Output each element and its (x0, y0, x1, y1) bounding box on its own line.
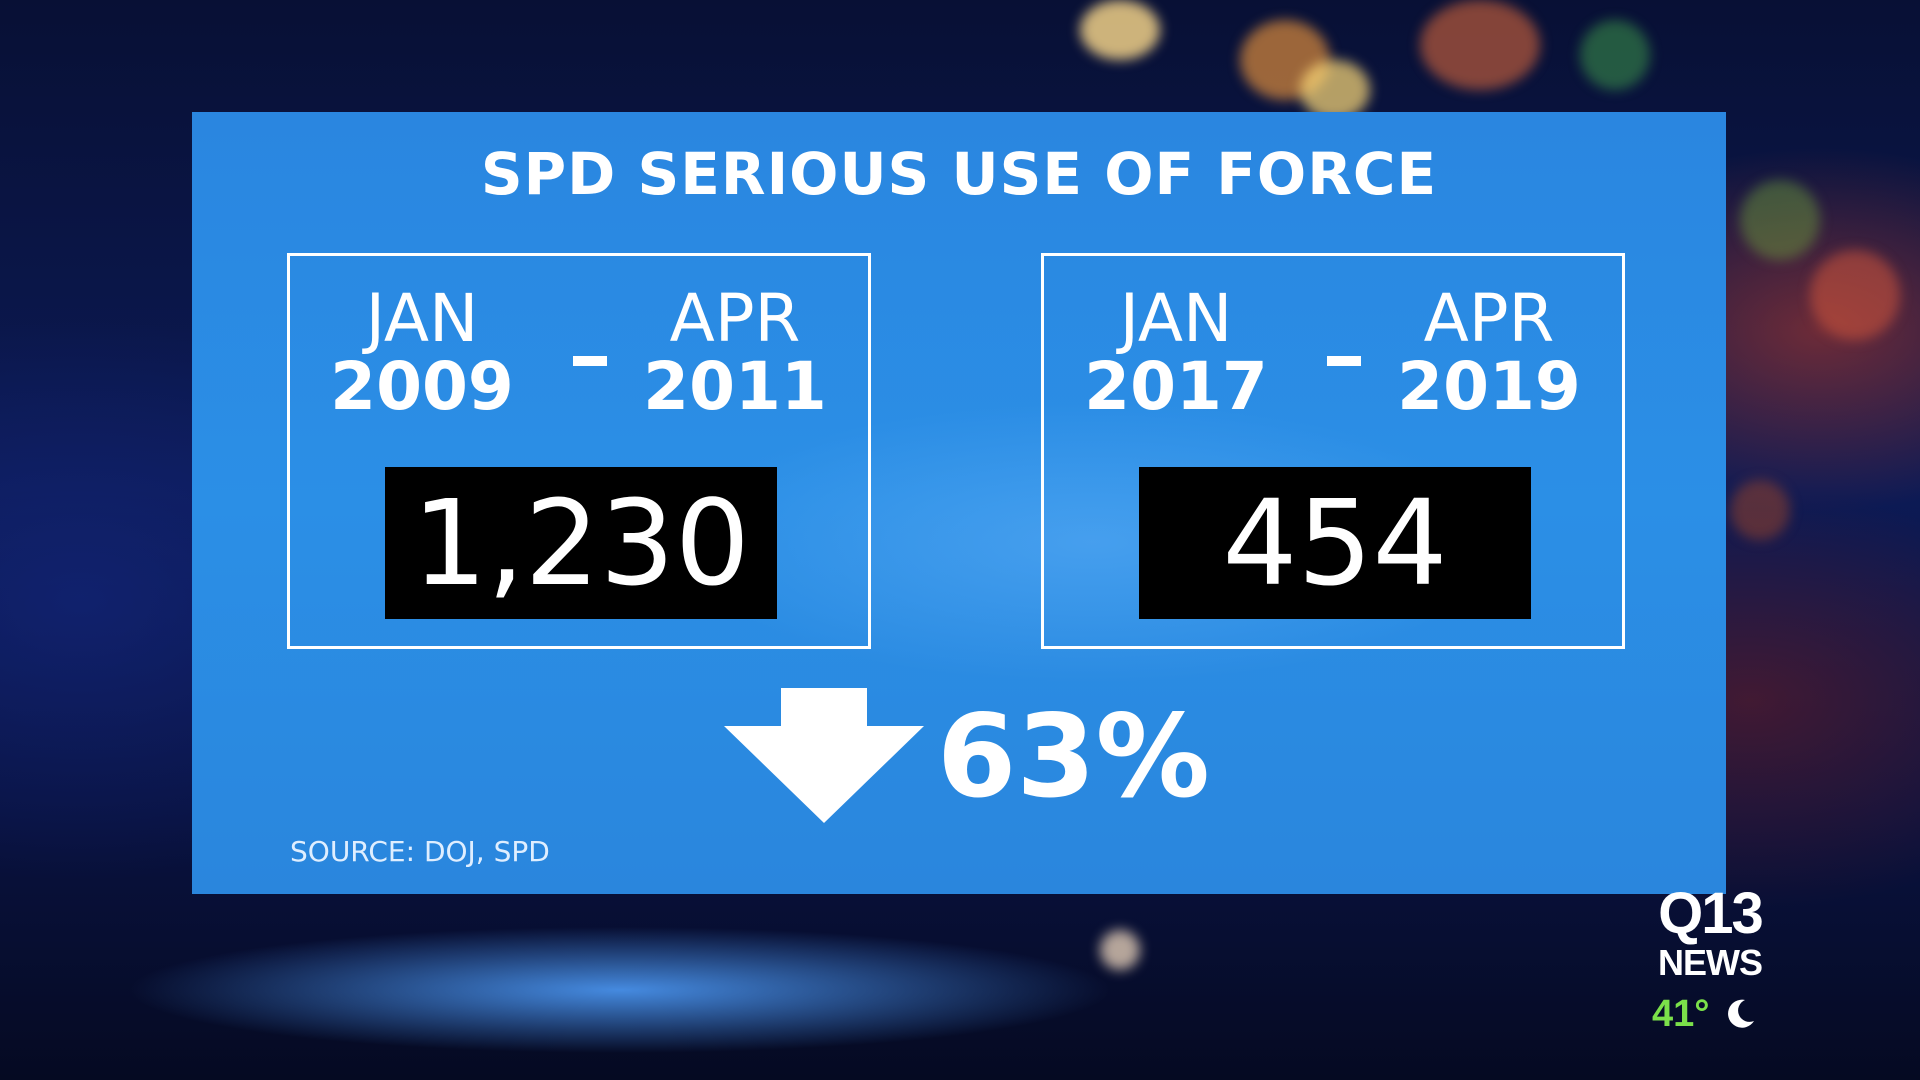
info-panel: SPD SERIOUS USE OF FORCE JAN 2009 APR 20… (192, 112, 1726, 894)
end-month: APR (1423, 280, 1555, 357)
start-month: JAN (1119, 280, 1233, 357)
graphic-title: SPD SERIOUS USE OF FORCE (480, 140, 1438, 208)
logo-news: NEWS (1658, 942, 1763, 983)
range-dash (1327, 356, 1361, 366)
percent-change: 63% (937, 690, 1210, 823)
end-year: 2019 (1397, 348, 1581, 425)
period-box-after: JAN 2017 APR 2019 454 (1041, 253, 1625, 649)
start-year: 2017 (1084, 348, 1268, 425)
start-year: 2009 (330, 348, 514, 425)
count-value: 1,230 (385, 467, 777, 619)
weather-widget: 41° (1652, 992, 1757, 1036)
period-end: APR 2011 (625, 286, 845, 420)
source-note: SOURCE: DOJ, SPD (290, 835, 550, 868)
period-box-before: JAN 2009 APR 2011 1,230 (287, 253, 871, 649)
period-end: APR 2019 (1379, 286, 1599, 420)
period-start: JAN 2009 (312, 286, 532, 420)
logo-brand: Q13 (1658, 881, 1764, 946)
temperature: 41° (1652, 992, 1710, 1035)
start-month: JAN (365, 280, 479, 357)
period-start: JAN 2017 (1066, 286, 1286, 420)
down-arrow-icon (724, 688, 924, 823)
moon-icon (1728, 999, 1755, 1028)
end-month: APR (669, 280, 801, 357)
range-dash (573, 356, 607, 366)
count-value: 454 (1139, 467, 1531, 619)
station-logo: Q13 NEWS (1640, 885, 1780, 981)
end-year: 2011 (643, 348, 827, 425)
